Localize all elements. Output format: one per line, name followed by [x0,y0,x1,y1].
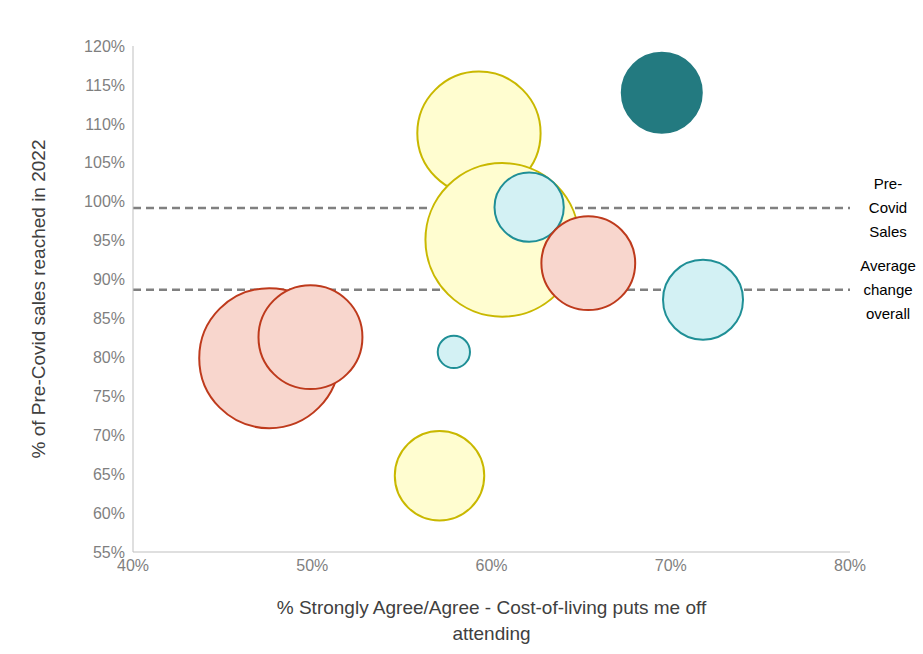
svg-text:70%: 70% [655,557,687,574]
svg-text:120%: 120% [84,38,125,55]
svg-text:60%: 60% [475,557,507,574]
svg-text:% of Pre-Covid sales reached i: % of Pre-Covid sales reached in 2022 [28,140,49,459]
svg-text:55%: 55% [93,544,125,561]
svg-text:70%: 70% [93,427,125,444]
svg-text:Averagechangeoverall: Averagechangeoverall [860,257,915,322]
svg-text:110%: 110% [85,116,125,133]
svg-text:Pre-CovidSales: Pre-CovidSales [869,175,907,240]
svg-text:85%: 85% [93,310,125,327]
svg-text:100%: 100% [84,193,125,210]
svg-text:80%: 80% [834,557,866,574]
svg-text:40%: 40% [117,557,149,575]
svg-text:80%: 80% [93,349,125,366]
svg-text:95%: 95% [93,232,125,249]
svg-text:105%: 105% [84,154,125,171]
svg-text:65%: 65% [93,466,125,483]
svg-text:% Strongly Agree/Agree - Cost-: % Strongly Agree/Agree - Cost-of-living … [277,597,707,644]
svg-text:75%: 75% [93,388,125,405]
svg-text:115%: 115% [85,77,125,94]
svg-text:60%: 60% [93,505,125,522]
svg-text:90%: 90% [93,271,125,288]
svg-text:50%: 50% [296,557,328,574]
